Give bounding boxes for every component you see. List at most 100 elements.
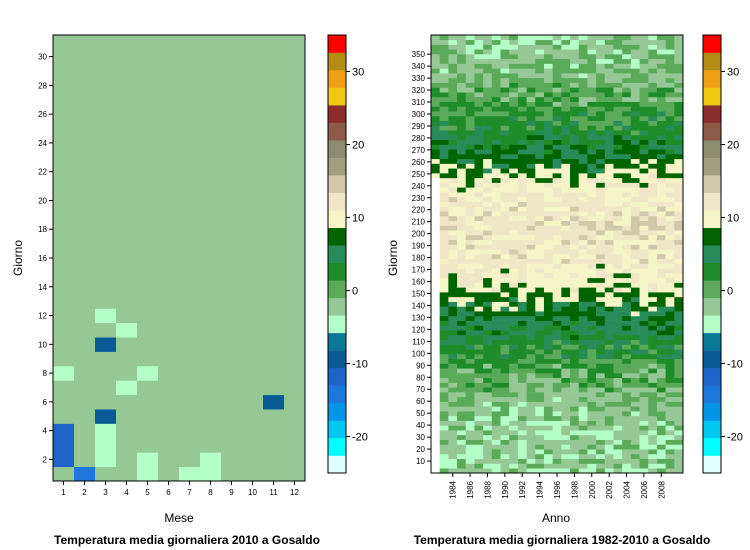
heatmap-cell [587, 301, 597, 307]
heatmap-cell [483, 106, 493, 112]
heatmap-cell [639, 334, 649, 340]
heatmap-cell [543, 439, 553, 445]
heatmap-cell [552, 434, 562, 440]
heatmap-cell [648, 82, 658, 88]
heatmap-cell [53, 466, 75, 482]
heatmap-cell [526, 225, 536, 231]
heatmap-cell [656, 306, 666, 312]
heatmap-cell [526, 449, 536, 455]
heatmap-cell [587, 220, 597, 226]
heatmap-cell [674, 77, 684, 83]
heatmap-cell [439, 225, 449, 231]
heatmap-cell [457, 49, 467, 55]
heatmap-cell [622, 134, 632, 141]
heatmap-cell [491, 368, 501, 374]
heatmap-cell [587, 54, 597, 60]
heatmap-cell [552, 320, 562, 326]
heatmap-cell [517, 368, 527, 374]
heatmap-cell [535, 182, 545, 188]
heatmap-cell [656, 439, 666, 445]
heatmap-cell [596, 68, 606, 74]
heatmap-cell [543, 396, 553, 402]
heatmap-cell [431, 463, 440, 469]
heatmap-cell [535, 215, 545, 221]
heatmap-cell [95, 452, 117, 468]
heatmap-cell [561, 44, 571, 50]
heatmap-cell [179, 49, 201, 65]
heatmap-cell [242, 466, 264, 482]
heatmap-cell [137, 265, 159, 280]
heatmap-cell [674, 339, 684, 345]
heatmap-cell [578, 158, 588, 164]
heatmap-cell [543, 434, 553, 440]
heatmap-cell [284, 135, 306, 151]
heatmap-cell [483, 87, 493, 93]
heatmap-cell [578, 434, 588, 440]
heatmap-cell [604, 268, 614, 274]
heatmap-cell [500, 134, 510, 141]
heatmap-cell [587, 149, 597, 155]
heatmap-cell [665, 120, 675, 126]
heatmap-cell [656, 58, 666, 64]
heatmap-cell [596, 315, 606, 321]
heatmap-cell [552, 182, 562, 188]
heatmap-cell [552, 420, 562, 426]
heatmap-cell [465, 411, 475, 417]
heatmap-cell [639, 287, 649, 293]
heatmap-cell [474, 187, 484, 193]
heatmap-cell [665, 463, 675, 469]
heatmap-cell [158, 380, 180, 396]
heatmap-cell [535, 134, 545, 141]
heatmap-cell [500, 420, 510, 426]
heatmap-cell [509, 230, 519, 236]
heatmap-cell [639, 87, 649, 93]
heatmap-cell [448, 96, 458, 102]
heatmap-cell [457, 363, 467, 369]
heatmap-cell [578, 315, 588, 321]
heatmap-cell [613, 87, 623, 93]
heatmap-cell [526, 125, 536, 131]
heatmap-cell [535, 44, 545, 50]
heatmap-cell [457, 58, 467, 64]
color-key-swatch [328, 210, 346, 229]
heatmap-cell [578, 82, 588, 88]
heatmap-cell [639, 311, 649, 317]
y-ticks-1982-2010: 1020304050607080901001101201301401501601… [412, 50, 431, 466]
heatmap-cell [158, 365, 180, 381]
heatmap-cell [613, 382, 623, 388]
heatmap-cell [448, 215, 458, 221]
heatmap-cell [200, 279, 222, 295]
heatmap-cell [53, 265, 75, 280]
heatmap-cell [648, 277, 658, 283]
heatmap-cell [570, 396, 580, 402]
heatmap-cell [543, 144, 553, 150]
heatmap-cell [53, 135, 75, 151]
heatmap-cell [439, 234, 449, 241]
heatmap-cell [543, 106, 553, 112]
heatmap-cell [509, 220, 519, 226]
heatmap-cell [561, 182, 571, 188]
heatmap-cell [74, 452, 96, 468]
heatmap-cell [639, 35, 649, 41]
heatmap-cell [448, 273, 458, 279]
heatmap-cell [561, 368, 571, 374]
heatmap-cell [648, 268, 658, 274]
heatmap-cell [535, 115, 545, 121]
heatmap-cell [648, 401, 658, 407]
heatmap-cell [596, 401, 606, 407]
heatmap-cell [483, 363, 493, 369]
heatmap-cell [639, 258, 649, 264]
heatmap-cell [613, 392, 623, 398]
heatmap-cell [543, 249, 553, 255]
heatmap-cell [509, 225, 519, 231]
heatmap-cell [674, 120, 684, 126]
heatmap-cell [457, 449, 467, 455]
heatmap-cell [457, 149, 467, 155]
heatmap-cell [648, 315, 658, 321]
heatmap-cell [604, 44, 614, 50]
heatmap-cell [639, 344, 649, 350]
heatmap-cell [158, 351, 180, 367]
heatmap-cell [179, 135, 201, 151]
heatmap-cell [448, 415, 458, 421]
heatmap-cell [474, 77, 484, 83]
